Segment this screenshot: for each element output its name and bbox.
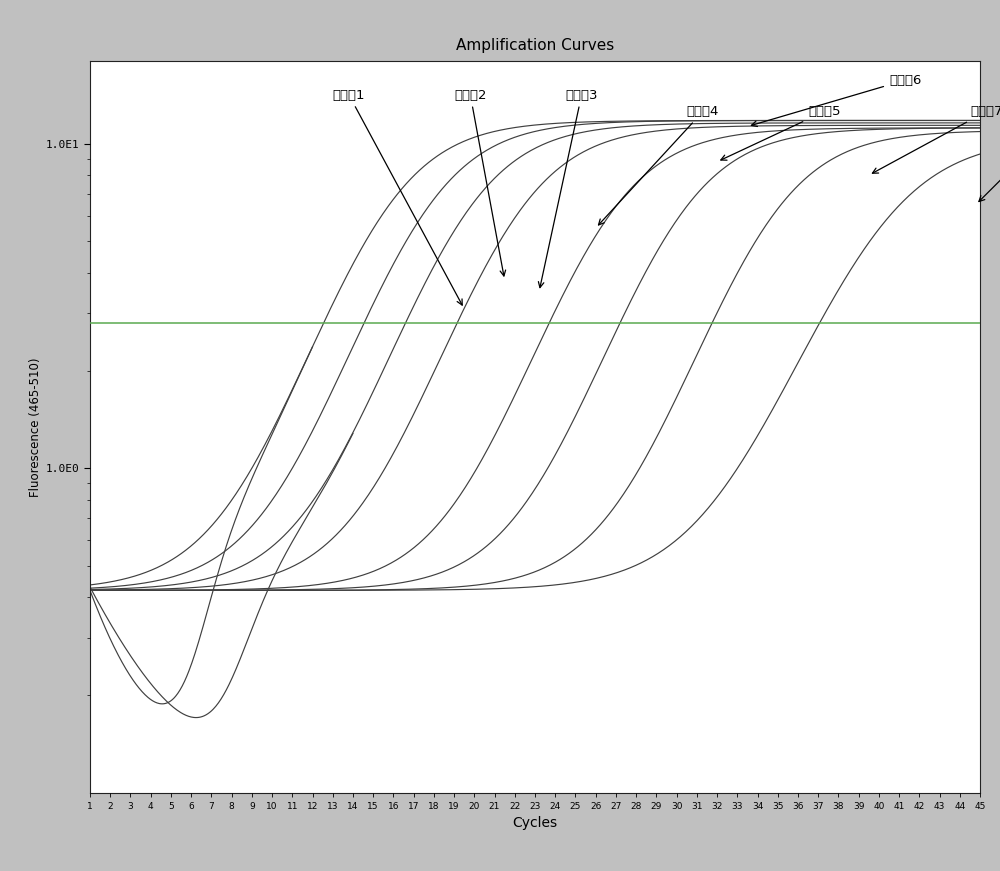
Text: 标准品7: 标准品7 bbox=[872, 105, 1000, 173]
Text: 标准品2: 标准品2 bbox=[454, 89, 506, 276]
Text: 标准品5: 标准品5 bbox=[721, 105, 841, 160]
Text: 标准品3: 标准品3 bbox=[538, 89, 598, 287]
X-axis label: Cycles: Cycles bbox=[512, 816, 558, 830]
Text: 标准品7: 标准品7 bbox=[979, 105, 1000, 201]
Y-axis label: Fluorescence (465-510): Fluorescence (465-510) bbox=[29, 357, 42, 496]
Text: 标准品1: 标准品1 bbox=[333, 89, 462, 305]
Title: Amplification Curves: Amplification Curves bbox=[456, 37, 614, 53]
Text: 标准品6: 标准品6 bbox=[751, 74, 921, 126]
Text: 标准品4: 标准品4 bbox=[599, 105, 719, 225]
